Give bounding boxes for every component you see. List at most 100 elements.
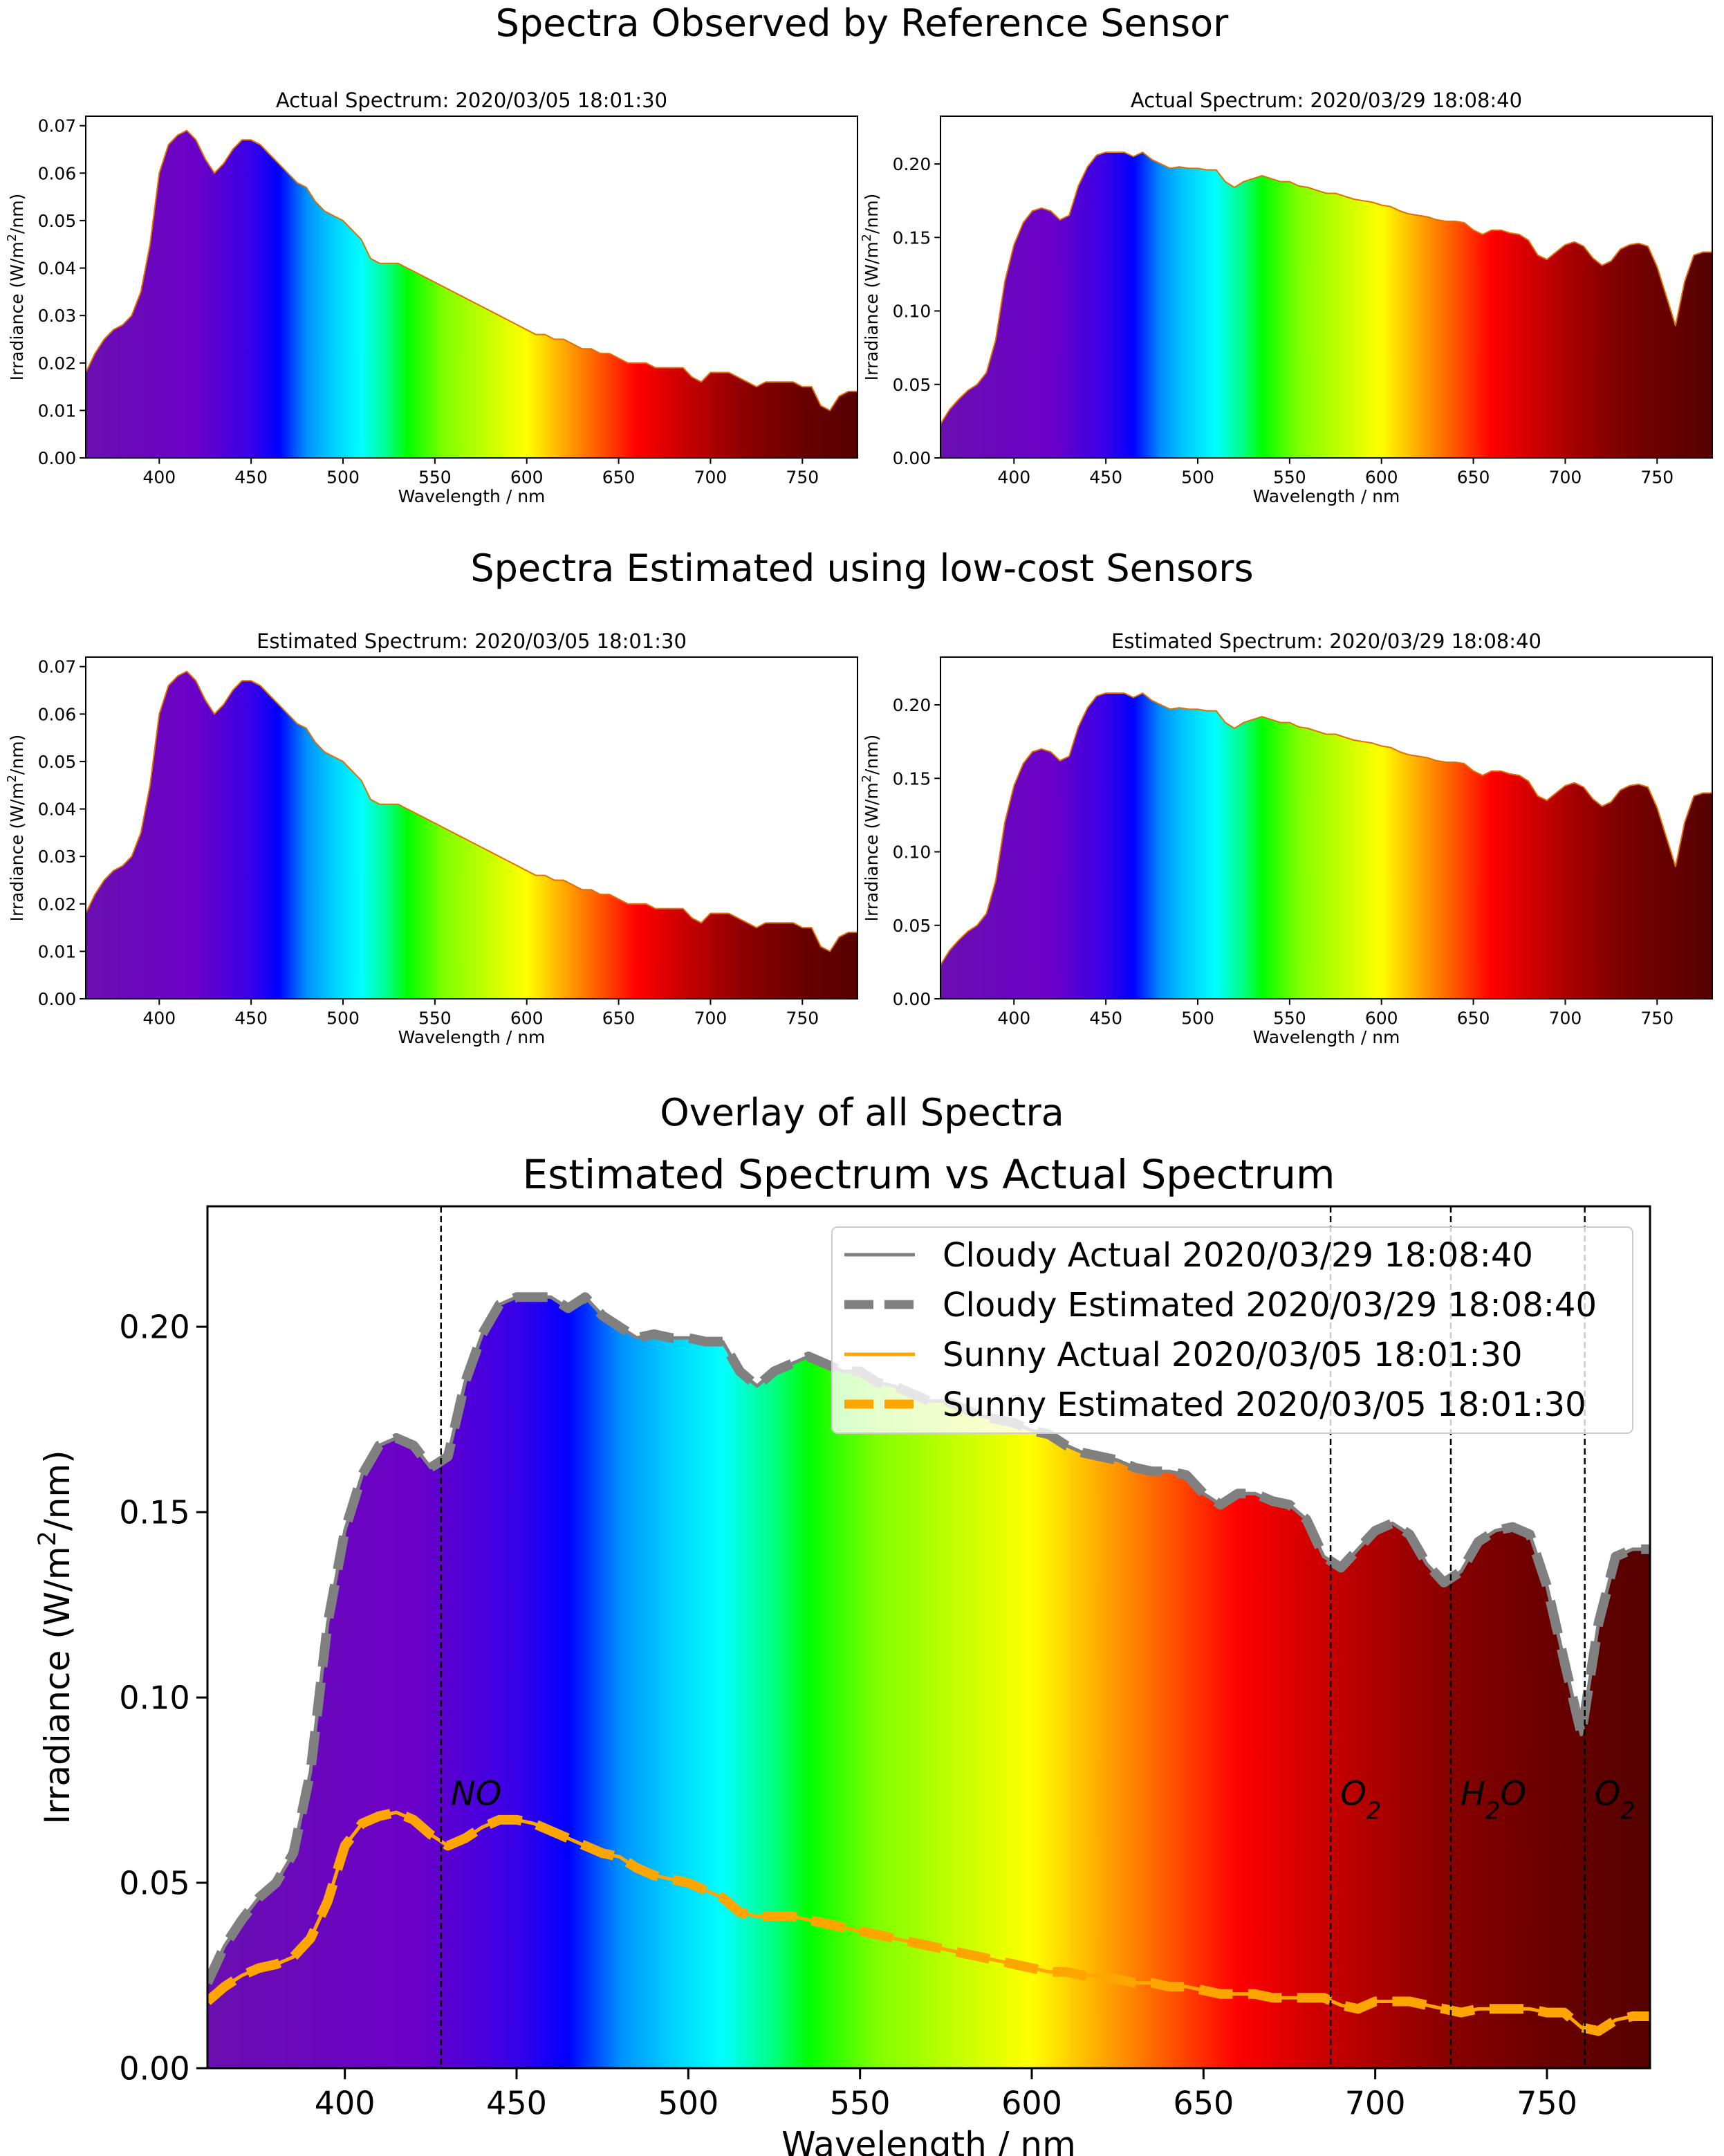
y-axis-label-superscript: 2 (6, 775, 19, 782)
chart-title: Actual Spectrum: 2020/03/29 18:08:40 (1131, 89, 1522, 112)
y-tick-label: 0.15 (893, 228, 931, 248)
series-line-sunny-actual (86, 129, 858, 412)
x-tick-label: 450 (1089, 467, 1122, 487)
legend-entry-label: Sunny Actual 2020/03/05 18:01:30 (943, 1336, 1523, 1374)
y-tick-label: 0.10 (893, 842, 931, 863)
series-line-cloudy-actual (940, 151, 1712, 425)
annotation-label-part: O (1500, 1775, 1526, 1814)
y-axis-label: Irradiance (W/m2/nm) (860, 735, 882, 922)
x-tick-label: 650 (602, 467, 636, 487)
section-title-estimated: Spectra Estimated using low-cost Sensors (470, 546, 1254, 590)
x-tick-label: 650 (1173, 2085, 1234, 2122)
y-axis-label-part: /nm) (862, 194, 882, 234)
x-tick-label: 650 (1457, 1008, 1490, 1028)
axes-frame (940, 116, 1713, 459)
y-tick-label: 0.05 (893, 375, 931, 395)
x-tick-label: 600 (1365, 467, 1398, 487)
annotation-label-subscript: 2 (1620, 1797, 1635, 1824)
annotation-label: O2 (1340, 1775, 1381, 1825)
axes-frame (940, 656, 1713, 999)
x-tick-label: 400 (142, 1008, 176, 1028)
y-tick-label: 0.00 (893, 989, 931, 1009)
y-axis-label-part: /nm) (862, 735, 882, 775)
y-tick-label: 0.03 (38, 847, 77, 867)
x-axis-label: Wavelength / nm (398, 486, 546, 506)
annotation-label-part: O (1340, 1775, 1366, 1814)
y-tick-label: 0.06 (38, 704, 77, 724)
chart-title: Actual Spectrum: 2020/03/05 18:01:30 (276, 89, 667, 112)
x-tick-label: 650 (602, 1008, 636, 1028)
x-tick-label: 550 (418, 1008, 452, 1028)
x-tick-label: 400 (142, 467, 176, 487)
x-tick-label: 450 (234, 467, 268, 487)
legend-entry-label: Sunny Estimated 2020/03/05 18:01:30 (943, 1385, 1586, 1424)
y-tick-label: 0.00 (893, 448, 931, 468)
y-axis-label-superscript: 2 (34, 1531, 62, 1546)
series-line-cloudy-actual (940, 692, 1712, 966)
x-tick-label: 750 (786, 1008, 819, 1028)
x-axis-label: Wavelength / nm (1253, 486, 1400, 506)
x-tick-label: 500 (658, 2085, 719, 2122)
axes-frame (85, 116, 858, 459)
x-axis-label: Wavelength / nm (398, 1027, 546, 1047)
y-axis-label-part: /nm) (7, 735, 27, 775)
y-tick-label: 0.05 (119, 1865, 189, 1902)
y-tick-label: 0.10 (893, 302, 931, 322)
section-title-overlay: Overlay of all Spectra (660, 1091, 1064, 1134)
y-tick-label: 0.00 (38, 989, 77, 1009)
section-title-reference: Spectra Observed by Reference Sensor (495, 1, 1229, 45)
y-tick-label: 0.07 (38, 116, 77, 136)
y-axis-label: Irradiance (W/m2/nm) (34, 1450, 77, 1824)
chart-actual-cloudy: 400 450 500 550 600 650 700 750 0.00 0.05 0.10 0.15… (860, 89, 1713, 506)
x-tick-label: 600 (510, 1008, 544, 1028)
annotation-label: H2O (1461, 1775, 1526, 1825)
y-tick-label: 0.15 (119, 1494, 189, 1531)
x-tick-label: 550 (418, 467, 452, 487)
x-tick-label: 750 (1517, 2085, 1577, 2122)
x-tick-label: 500 (326, 467, 360, 487)
y-tick-label: 0.05 (38, 752, 77, 772)
y-axis-label-part: Irradiance (W/m (7, 782, 27, 921)
y-tick-label: 0.06 (38, 163, 77, 183)
spectrum-fill-cloudy (940, 693, 1712, 999)
y-axis-label: Irradiance (W/m2/nm) (6, 194, 27, 381)
axes-frame (206, 1205, 1651, 2070)
x-tick-label: 450 (486, 2085, 547, 2122)
x-tick-label: 450 (1089, 1008, 1122, 1028)
chart-title: Estimated Spectrum: 2020/03/05 18:01:30 (257, 629, 687, 653)
annotation-label-subscript: 2 (1366, 1797, 1381, 1824)
x-tick-label: 400 (997, 1008, 1030, 1028)
x-tick-label: 650 (1457, 467, 1490, 487)
y-tick-label: 0.15 (893, 768, 931, 789)
legend: Cloudy Actual 2020/03/29 18:08:40 Cloudy … (831, 1226, 1633, 1434)
annotation-label-subscript: 2 (1485, 1797, 1500, 1824)
annotation-label: O2 (1595, 1775, 1635, 1825)
x-tick-label: 750 (786, 467, 819, 487)
series-line-sunny-actual (207, 1810, 1650, 2033)
y-tick-label: 0.02 (38, 894, 77, 914)
chart-estimated-sunny: 400 450 500 550 600 650 700 750 0.00 0.01 0.02 0.03… (6, 629, 858, 1047)
spectrum-fill-cloudy (207, 1297, 1650, 2068)
y-tick-label: 0.05 (38, 211, 77, 231)
x-tick-label: 700 (694, 1008, 727, 1028)
x-tick-label: 600 (1001, 2085, 1062, 2122)
x-tick-label: 550 (830, 2085, 891, 2122)
x-axis-label: Wavelength / nm (781, 2125, 1076, 2156)
y-axis-label-part: Irradiance (W/m (862, 241, 882, 380)
spectrum-fill-sunny (86, 671, 858, 999)
x-tick-label: 400 (997, 467, 1030, 487)
y-tick-label: 0.20 (893, 154, 931, 174)
y-axis-label-part: Irradiance (W/m (862, 782, 882, 921)
legend-entry-label: Cloudy Actual 2020/03/29 18:08:40 (943, 1236, 1533, 1275)
y-tick-label: 0.02 (38, 353, 77, 374)
x-tick-label: 600 (510, 467, 544, 487)
chart-estimated-cloudy: 400 450 500 550 600 650 700 750 0.00 0.05 0.10 0.15… (860, 629, 1713, 1047)
y-tick-label: 0.05 (893, 916, 931, 936)
x-tick-label: 600 (1365, 1008, 1398, 1028)
chart-title: Estimated Spectrum: 2020/03/29 18:08:40 (1111, 629, 1541, 653)
y-tick-label: 0.04 (38, 800, 77, 820)
y-tick-label: 0.20 (119, 1309, 189, 1346)
y-tick-label: 0.07 (38, 657, 77, 677)
chart-actual-sunny: 400 450 500 550 600 650 700 750 0.00 0.01 0.02 0.03… (6, 89, 858, 506)
